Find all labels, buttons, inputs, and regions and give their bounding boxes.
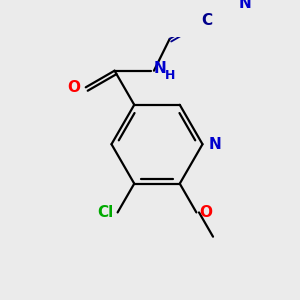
Text: O: O xyxy=(199,205,212,220)
Text: H: H xyxy=(165,69,176,82)
Text: N: N xyxy=(154,61,167,76)
Text: C: C xyxy=(201,13,212,28)
Text: N: N xyxy=(208,137,221,152)
Text: O: O xyxy=(68,80,80,95)
Text: N: N xyxy=(238,0,251,11)
Text: Cl: Cl xyxy=(97,205,113,220)
